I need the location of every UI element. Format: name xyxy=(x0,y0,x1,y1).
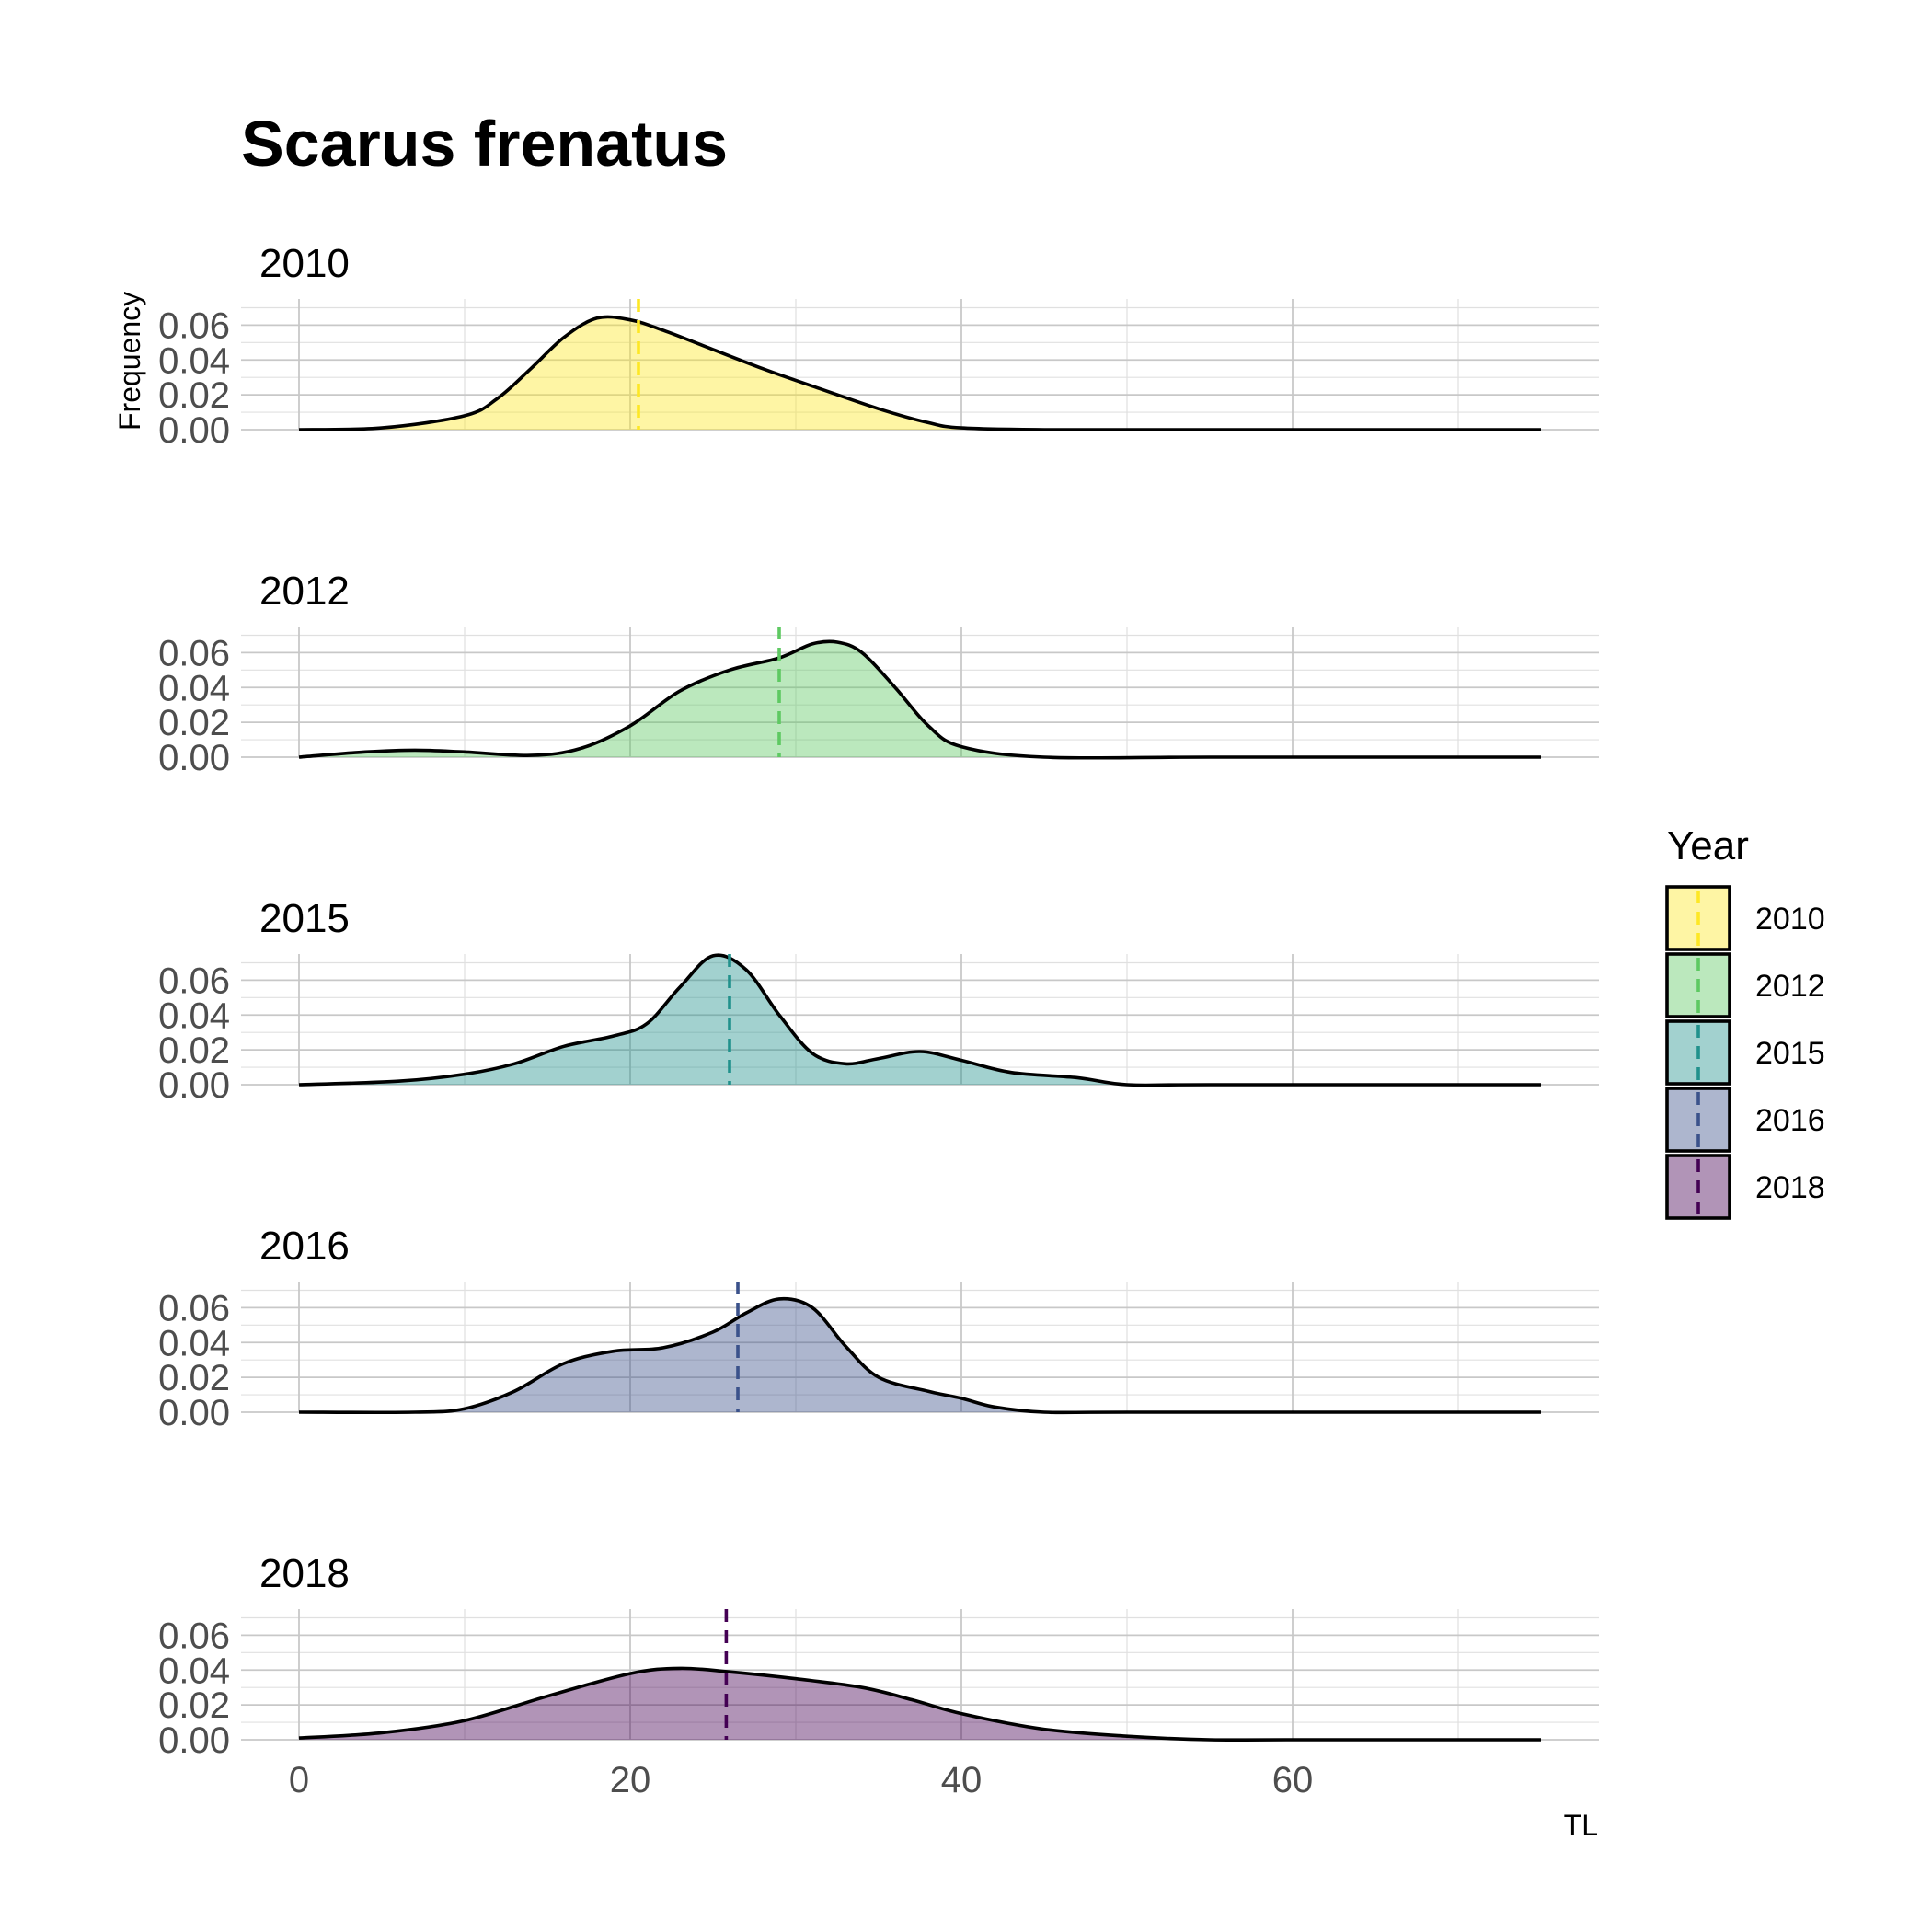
density-line-2016 xyxy=(298,1296,1541,1415)
density-area-2015 xyxy=(299,955,1541,1086)
x-tick-label: 60 xyxy=(1272,1760,1314,1800)
density-area-2012 xyxy=(299,641,1541,758)
panel-2010: 2010 0.000.020.040.06 xyxy=(158,241,1599,451)
legend-item-2010: 2010 xyxy=(1665,885,1825,951)
y-tick-label: 0.06 xyxy=(158,1288,230,1328)
legend-label-2010: 2010 xyxy=(1755,902,1825,937)
panel-2015: 2015 0.000.020.040.06 xyxy=(158,896,1599,1106)
y-axis-title: Frequency xyxy=(113,292,146,431)
panel-title-2018: 2018 xyxy=(259,1551,350,1596)
y-tick-label: 0.00 xyxy=(158,1065,230,1106)
legend-item-2015: 2015 xyxy=(1665,1019,1825,1086)
y-tick-label: 0.00 xyxy=(158,1393,230,1433)
chart-title: Scarus frenatus xyxy=(241,108,728,179)
panel-title-2012: 2012 xyxy=(259,569,350,614)
legend-label-2015: 2015 xyxy=(1755,1036,1825,1071)
density-line-2012 xyxy=(298,639,1541,760)
x-tick-label: 0 xyxy=(289,1760,309,1800)
y-tick-label: 0.02 xyxy=(158,375,230,416)
y-tick-label: 0.04 xyxy=(158,340,230,381)
panels: 20100.000.020.040.0620120.000.020.040.06… xyxy=(158,241,1599,1761)
y-tick-label: 0.04 xyxy=(158,1323,230,1363)
y-tick-label: 0.06 xyxy=(158,633,230,673)
panel-2018: 2018 0.000.020.040.06 xyxy=(158,1551,1599,1761)
y-tick-label: 0.02 xyxy=(158,1685,230,1726)
legend-item-2018: 2018 xyxy=(1665,1154,1825,1220)
y-tick-label: 0.04 xyxy=(158,668,230,708)
legend-label-2016: 2016 xyxy=(1755,1103,1825,1138)
density-line-2015 xyxy=(298,953,1541,1087)
legend: Year 2010 2012 2015 2016 2018 xyxy=(1665,823,1825,1220)
y-tick-label: 0.06 xyxy=(158,305,230,346)
x-axis-ticks: 0 20 40 60 xyxy=(289,1760,1313,1800)
panel-2012: 2012 0.000.020.040.06 xyxy=(158,569,1599,778)
panel-title-2015: 2015 xyxy=(259,896,350,941)
y-tick-label: 0.04 xyxy=(158,995,230,1036)
panel-title-2010: 2010 xyxy=(259,241,350,286)
legend-label-2012: 2012 xyxy=(1755,969,1825,1004)
y-tick-label: 0.06 xyxy=(158,960,230,1001)
y-tick-label: 0.02 xyxy=(158,1030,230,1071)
legend-item-2012: 2012 xyxy=(1665,952,1825,1018)
panel-2016: 2016 0.000.020.040.06 xyxy=(158,1224,1599,1433)
density-area-2010 xyxy=(299,316,1541,431)
x-axis-title: TL xyxy=(1564,1809,1598,1842)
density-line-2018 xyxy=(298,1666,1541,1742)
y-tick-label: 0.00 xyxy=(158,1720,230,1761)
density-line-2010 xyxy=(298,315,1541,431)
y-tick-label: 0.04 xyxy=(158,1650,230,1691)
legend-title: Year xyxy=(1667,823,1749,868)
y-tick-label: 0.00 xyxy=(158,410,230,451)
legend-item-2016: 2016 xyxy=(1665,1087,1825,1153)
y-tick-label: 0.02 xyxy=(158,703,230,743)
y-tick-label: 0.02 xyxy=(158,1358,230,1398)
x-tick-label: 40 xyxy=(941,1760,983,1800)
legend-label-2018: 2018 xyxy=(1755,1170,1825,1205)
y-tick-label: 0.06 xyxy=(158,1616,230,1656)
y-tick-label: 0.00 xyxy=(158,738,230,778)
density-area-2016 xyxy=(299,1298,1541,1413)
x-tick-label: 20 xyxy=(610,1760,651,1800)
density-area-2018 xyxy=(299,1668,1541,1741)
panel-title-2016: 2016 xyxy=(259,1224,350,1269)
